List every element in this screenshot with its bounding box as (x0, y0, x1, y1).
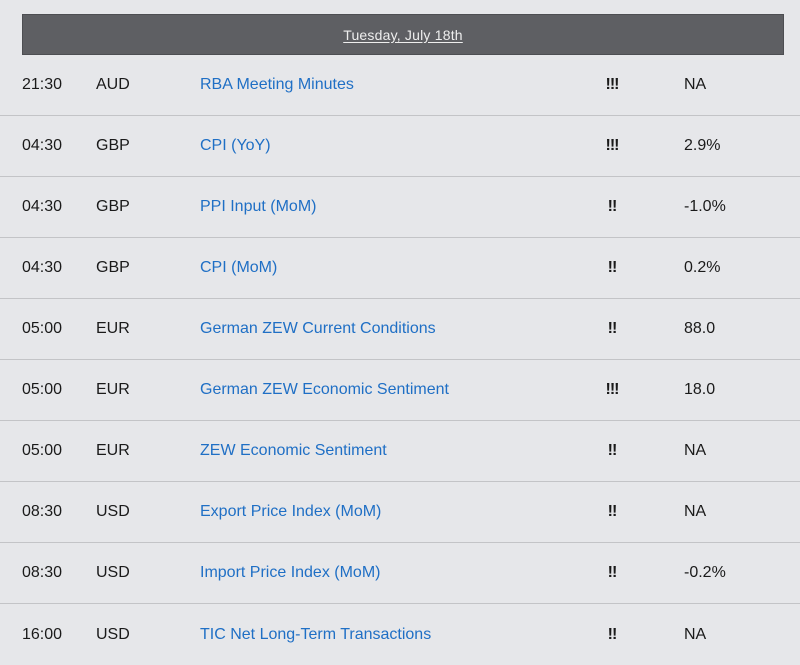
event-time: 21:30 (22, 76, 63, 93)
event-time: 16:00 (22, 625, 63, 643)
events-table: 21:30 AUD RBA Meeting Minutes !!! NA 04:… (0, 55, 800, 665)
event-currency: USD (96, 564, 130, 581)
date-label[interactable]: Tuesday, July 18th (343, 26, 463, 43)
event-name-link[interactable]: RBA Meeting Minutes (200, 76, 354, 93)
date-header: Tuesday, July 18th (22, 14, 784, 55)
event-impact: !! (607, 259, 618, 276)
event-name-link[interactable]: ZEW Economic Sentiment (200, 442, 387, 459)
event-name-link[interactable]: German ZEW Current Conditions (200, 320, 436, 337)
event-row: 05:00 EUR German ZEW Economic Sentiment … (0, 360, 800, 421)
event-name-link[interactable]: Import Price Index (MoM) (200, 564, 381, 581)
event-currency: GBP (96, 137, 130, 154)
event-impact: !! (607, 625, 618, 643)
event-time: 05:00 (22, 442, 63, 459)
event-actual: -1.0% (684, 198, 726, 215)
event-actual: 88.0 (684, 320, 716, 337)
event-actual: NA (684, 625, 707, 643)
event-time: 04:30 (22, 137, 63, 154)
event-impact: !! (607, 564, 618, 581)
event-currency: EUR (96, 381, 130, 398)
event-actual: 18.0 (684, 381, 716, 398)
event-time: 08:30 (22, 564, 63, 581)
event-name-link[interactable]: German ZEW Economic Sentiment (200, 381, 449, 398)
event-currency: USD (96, 503, 130, 520)
event-row: 16:00 USD TIC Net Long-Term Transactions… (0, 604, 800, 665)
event-name-link[interactable]: CPI (MoM) (200, 259, 278, 276)
event-row: 21:30 AUD RBA Meeting Minutes !!! NA (0, 55, 800, 116)
event-currency: EUR (96, 320, 130, 337)
event-name-link[interactable]: CPI (YoY) (200, 137, 271, 154)
event-time: 05:00 (22, 381, 63, 398)
event-actual: 0.2% (684, 259, 721, 276)
event-name-link[interactable]: Export Price Index (MoM) (200, 503, 382, 520)
event-time: 05:00 (22, 320, 63, 337)
event-impact: !!! (605, 381, 620, 398)
event-row: 04:30 GBP CPI (YoY) !!! 2.9% (0, 116, 800, 177)
event-currency: GBP (96, 198, 130, 215)
event-time: 04:30 (22, 259, 63, 276)
event-currency: USD (96, 625, 130, 643)
event-actual: 2.9% (684, 137, 721, 154)
event-row: 05:00 EUR German ZEW Current Conditions … (0, 299, 800, 360)
event-impact: !! (607, 320, 618, 337)
event-row: 08:30 USD Import Price Index (MoM) !! -0… (0, 543, 800, 604)
event-row: 04:30 GBP PPI Input (MoM) !! -1.0% (0, 177, 800, 238)
event-actual: NA (684, 442, 707, 459)
event-row: 08:30 USD Export Price Index (MoM) !! NA (0, 482, 800, 543)
event-row: 05:00 EUR ZEW Economic Sentiment !! NA (0, 421, 800, 482)
event-time: 04:30 (22, 198, 63, 215)
event-currency: EUR (96, 442, 130, 459)
economic-calendar: Tuesday, July 18th 21:30 AUD RBA Meeting… (0, 14, 800, 643)
event-currency: GBP (96, 259, 130, 276)
event-actual: -0.2% (684, 564, 726, 581)
event-currency: AUD (96, 76, 130, 93)
event-impact: !!! (605, 76, 620, 93)
event-impact: !! (607, 503, 618, 520)
event-name-link[interactable]: TIC Net Long-Term Transactions (200, 625, 432, 643)
event-impact: !!! (605, 137, 620, 154)
event-actual: NA (684, 503, 707, 520)
event-actual: NA (684, 76, 707, 93)
event-row: 04:30 GBP CPI (MoM) !! 0.2% (0, 238, 800, 299)
event-time: 08:30 (22, 503, 63, 520)
event-name-link[interactable]: PPI Input (MoM) (200, 198, 317, 215)
event-impact: !! (607, 442, 618, 459)
event-impact: !! (607, 198, 618, 215)
